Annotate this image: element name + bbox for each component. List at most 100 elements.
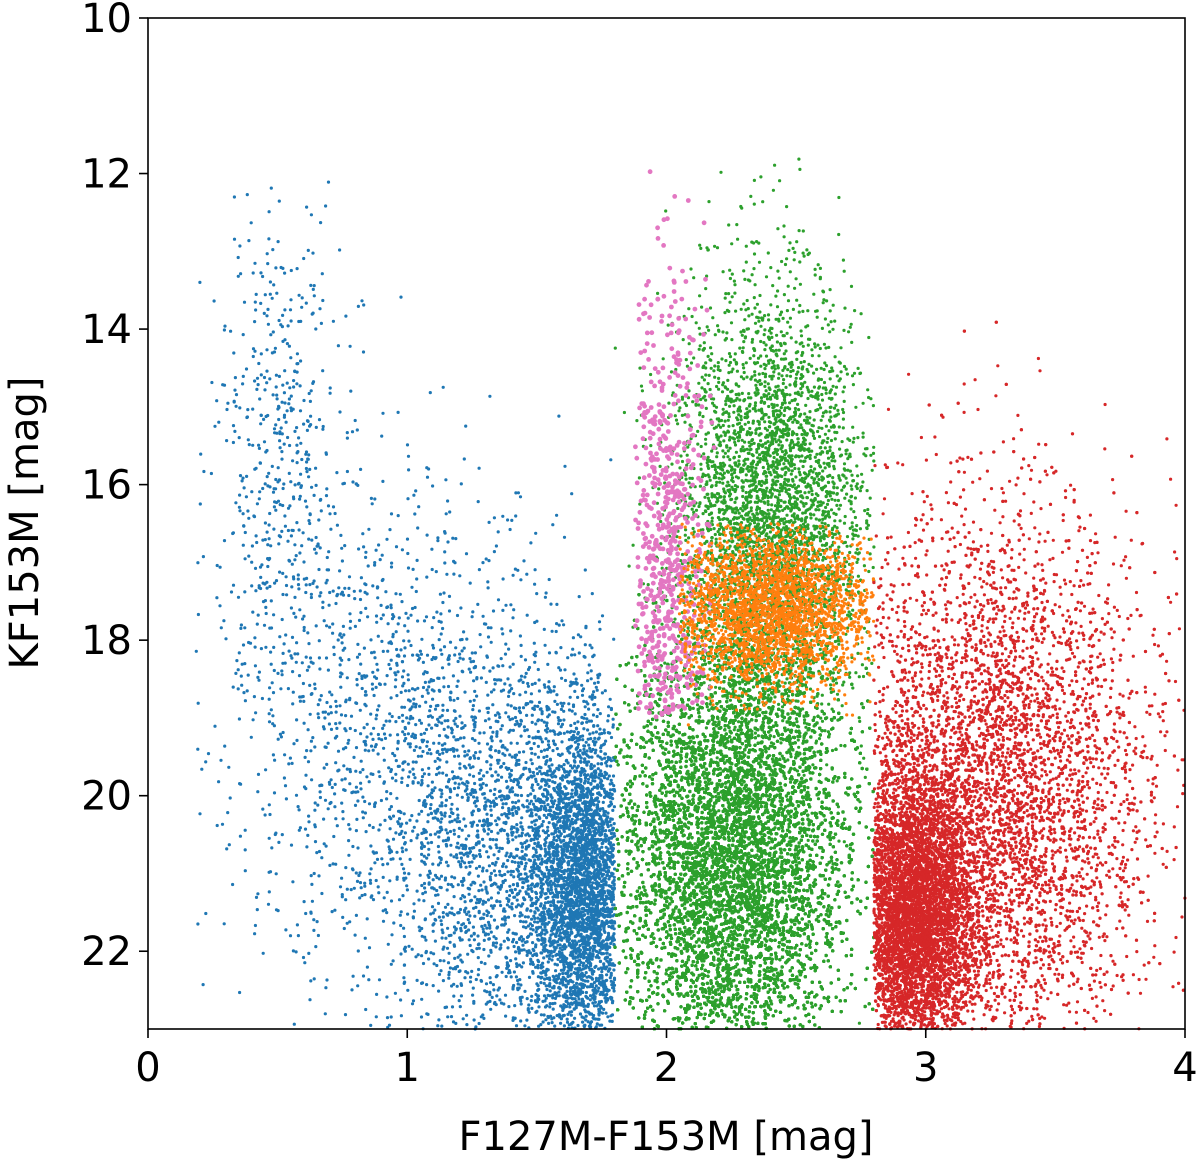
- data-point: [285, 593, 288, 596]
- data-point: [582, 748, 585, 751]
- data-point: [224, 637, 227, 640]
- data-point: [414, 723, 417, 726]
- data-point: [283, 308, 286, 311]
- data-point: [320, 892, 323, 895]
- data-point: [317, 716, 320, 719]
- data-point: [506, 518, 509, 521]
- data-point: [439, 612, 442, 615]
- data-point: [303, 629, 306, 632]
- data-point: [555, 651, 558, 654]
- data-point: [592, 713, 595, 716]
- data-point: [539, 707, 542, 710]
- data-point: [302, 560, 305, 563]
- data-point: [385, 797, 388, 800]
- data-point: [267, 558, 270, 561]
- data-point: [597, 987, 600, 990]
- data-point: [437, 850, 440, 853]
- data-point: [244, 531, 247, 534]
- data-point: [360, 576, 363, 579]
- data-point: [266, 252, 269, 255]
- data-point: [254, 589, 257, 592]
- data-point: [493, 550, 496, 553]
- data-point: [557, 850, 560, 853]
- data-point: [372, 850, 375, 853]
- data-point: [582, 700, 585, 703]
- data-point: [305, 470, 308, 473]
- data-point: [368, 872, 371, 875]
- data-point: [453, 876, 456, 879]
- data-point: [314, 467, 317, 470]
- data-point: [238, 509, 241, 512]
- data-point: [473, 739, 476, 742]
- data-point: [270, 708, 273, 711]
- data-point: [327, 504, 330, 507]
- data-point: [390, 899, 393, 902]
- data-point: [336, 824, 339, 827]
- data-point: [562, 710, 565, 713]
- data-point: [390, 696, 393, 699]
- data-point: [602, 801, 605, 804]
- data-point: [291, 762, 294, 765]
- data-point: [346, 676, 349, 679]
- data-point: [251, 544, 254, 547]
- data-point: [405, 848, 408, 851]
- data-point: [254, 646, 257, 649]
- data-point: [252, 718, 255, 721]
- data-point: [302, 956, 305, 959]
- data-point: [571, 818, 574, 821]
- data-point: [232, 441, 235, 444]
- data-point: [570, 492, 573, 495]
- data-point: [319, 790, 322, 793]
- data-point: [298, 608, 301, 611]
- data-point: [364, 690, 367, 693]
- data-point: [283, 443, 286, 446]
- data-point: [343, 587, 346, 590]
- data-point: [262, 952, 265, 955]
- data-point: [431, 568, 434, 571]
- data-point: [424, 701, 427, 704]
- data-point: [343, 544, 346, 547]
- data-point: [459, 737, 462, 740]
- data-point: [403, 654, 406, 657]
- data-point: [501, 632, 504, 635]
- data-point: [372, 727, 375, 730]
- data-point: [228, 843, 231, 846]
- data-point: [478, 731, 481, 734]
- data-point: [219, 566, 222, 569]
- data-point: [355, 914, 358, 917]
- data-point: [256, 502, 259, 505]
- data-point: [310, 778, 313, 781]
- data-point: [433, 962, 436, 965]
- data-point: [479, 783, 482, 786]
- data-point: [452, 699, 455, 702]
- data-point: [325, 763, 328, 766]
- data-point: [292, 408, 295, 411]
- data-point: [379, 823, 382, 826]
- data-point: [297, 805, 300, 808]
- data-point: [594, 751, 597, 754]
- data-point: [526, 682, 529, 685]
- data-point: [487, 855, 490, 858]
- data-point: [354, 419, 357, 422]
- data-point: [404, 831, 407, 834]
- data-point: [297, 573, 300, 576]
- data-point: [373, 694, 376, 697]
- data-point: [264, 599, 267, 602]
- data-point: [259, 271, 262, 274]
- data-point: [323, 619, 326, 622]
- data-point: [344, 714, 347, 717]
- data-point: [569, 810, 572, 813]
- data-point: [388, 720, 391, 723]
- data-point: [440, 632, 443, 635]
- data-point: [325, 701, 328, 704]
- data-point: [273, 669, 276, 672]
- data-point: [356, 846, 359, 849]
- data-point: [283, 642, 286, 645]
- data-point: [421, 775, 424, 778]
- data-point: [213, 425, 216, 428]
- data-point: [235, 659, 238, 662]
- data-point: [265, 612, 268, 615]
- data-point: [399, 593, 402, 596]
- data-point: [566, 656, 569, 659]
- data-point: [269, 293, 272, 296]
